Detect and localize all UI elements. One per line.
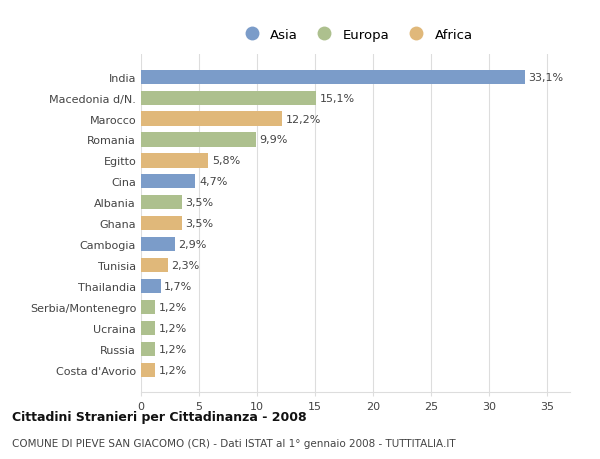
Bar	[141, 363, 155, 377]
Text: 5,8%: 5,8%	[212, 156, 240, 166]
Bar	[141, 133, 256, 147]
Bar	[141, 154, 208, 168]
Bar	[141, 196, 182, 210]
Bar	[141, 300, 155, 314]
Text: 2,9%: 2,9%	[178, 240, 206, 250]
Text: 15,1%: 15,1%	[320, 94, 355, 103]
Bar	[141, 91, 316, 106]
Text: 2,3%: 2,3%	[171, 261, 199, 270]
Bar	[141, 175, 196, 189]
Text: 33,1%: 33,1%	[528, 73, 563, 83]
Bar	[141, 258, 167, 273]
Text: 12,2%: 12,2%	[286, 114, 322, 124]
Bar	[141, 70, 525, 84]
Text: 1,7%: 1,7%	[164, 281, 193, 291]
Bar	[141, 280, 161, 294]
Text: 4,7%: 4,7%	[199, 177, 227, 187]
Text: 1,2%: 1,2%	[158, 344, 187, 354]
Text: 3,5%: 3,5%	[185, 219, 213, 229]
Legend: Asia, Europa, Africa: Asia, Europa, Africa	[235, 24, 476, 45]
Bar	[141, 238, 175, 252]
Bar	[141, 321, 155, 336]
Text: 1,2%: 1,2%	[158, 302, 187, 312]
Bar	[141, 112, 283, 126]
Bar	[141, 342, 155, 356]
Text: Cittadini Stranieri per Cittadinanza - 2008: Cittadini Stranieri per Cittadinanza - 2…	[12, 410, 307, 423]
Text: 9,9%: 9,9%	[259, 135, 287, 145]
Text: COMUNE DI PIEVE SAN GIACOMO (CR) - Dati ISTAT al 1° gennaio 2008 - TUTTITALIA.IT: COMUNE DI PIEVE SAN GIACOMO (CR) - Dati …	[12, 438, 455, 448]
Bar	[141, 217, 182, 231]
Text: 1,2%: 1,2%	[158, 365, 187, 375]
Text: 1,2%: 1,2%	[158, 323, 187, 333]
Text: 3,5%: 3,5%	[185, 198, 213, 208]
